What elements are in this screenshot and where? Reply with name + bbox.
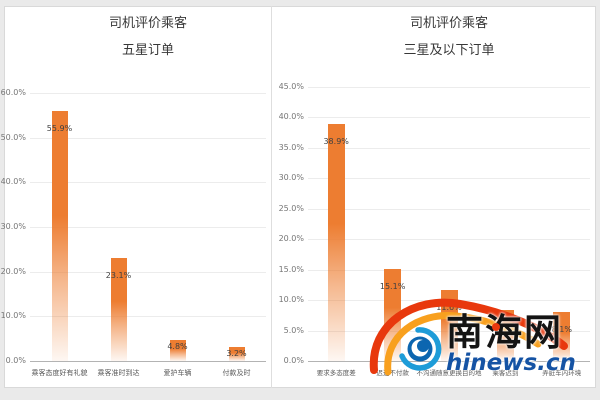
y-tick-label: 50.0% (0, 132, 26, 142)
gridline (30, 227, 266, 228)
gridline (308, 117, 590, 119)
bar-value-label: 23.1% (105, 270, 132, 280)
x-category-label: 爱护车辆 (163, 369, 192, 377)
y-tick-label: 10.0% (0, 311, 26, 321)
bar (51, 111, 68, 361)
typhoon-swirl-icon (369, 298, 568, 376)
x-category-label: 乘客态度好有礼貌 (31, 369, 88, 377)
y-tick-label: 10.0% (278, 295, 304, 305)
x-category-label: 不沟通随意更换目的地 (416, 369, 482, 377)
bar-value-label: 55.9% (46, 124, 73, 134)
bar-value-label: 8.1% (551, 324, 572, 334)
gridline (30, 137, 266, 139)
x-category-label: 乘客迟到 (492, 369, 519, 377)
y-tick-label: 20.0% (278, 234, 304, 244)
gridline (308, 147, 590, 149)
gridline (308, 269, 590, 271)
x-category-label: 要求多态度差 (316, 369, 356, 377)
y-tick-label: 5.0% (283, 325, 304, 335)
x-category-label: 付款及时 (222, 369, 251, 377)
y-tick-label: 15.0% (278, 264, 304, 274)
watermark-red-dot-icon (492, 323, 500, 331)
bar-value-label: 4.8% (167, 341, 188, 351)
panel-divider (271, 6, 272, 388)
chart-subtitle: 三星及以下订单 (403, 43, 495, 58)
bar-value-label: 15.1% (379, 282, 406, 292)
x-axis-line (30, 361, 266, 362)
x-axis-line (308, 361, 590, 362)
bar (110, 257, 127, 361)
chart-title: 司机评价乘客 (409, 16, 488, 31)
gridline (308, 239, 590, 241)
y-tick-label: 30.0% (0, 222, 26, 231)
y-tick-label: 20.0% (0, 266, 26, 276)
gridline (308, 208, 590, 210)
x-category-label: 弄脏车内环境 (542, 369, 582, 377)
y-tick-label: 0.0% (283, 356, 304, 365)
chart-subtitle: 五星订单 (121, 43, 174, 58)
y-tick-label: 40.0% (278, 112, 304, 122)
bar (440, 290, 458, 361)
gridline (30, 316, 266, 318)
bar-value-label: 38.9% (323, 137, 349, 147)
gridline (308, 87, 590, 88)
bar-value-label: 3.2% (226, 348, 247, 358)
bar (228, 346, 245, 361)
gridline (30, 182, 266, 184)
bar (169, 339, 186, 361)
bar (327, 124, 345, 361)
y-tick-label: 30.0% (278, 173, 304, 183)
watermark-site-url: hinews.cn (446, 350, 576, 376)
y-tick-label: 35.0% (278, 142, 304, 152)
hinews-watermark: 南海网 hinews.cn (362, 288, 594, 388)
y-tick-label: 25.0% (278, 203, 304, 213)
x-category-label: 乘客准时到达 (97, 369, 140, 377)
y-tick-label: 60.0% (0, 88, 26, 97)
y-tick-label: 45.0% (278, 82, 304, 91)
bar-value-label: 11.6% (436, 303, 462, 313)
y-tick-label: 40.0% (0, 177, 26, 187)
x-category-label: 迟迟不付款 (376, 369, 409, 377)
watermark-site-name: 南海网 (446, 311, 563, 354)
gridline (308, 178, 590, 180)
y-tick-label: 0.0% (5, 356, 26, 365)
gridline (30, 271, 266, 273)
chart-title: 司机评价乘客 (108, 16, 187, 31)
gridline (30, 93, 266, 94)
